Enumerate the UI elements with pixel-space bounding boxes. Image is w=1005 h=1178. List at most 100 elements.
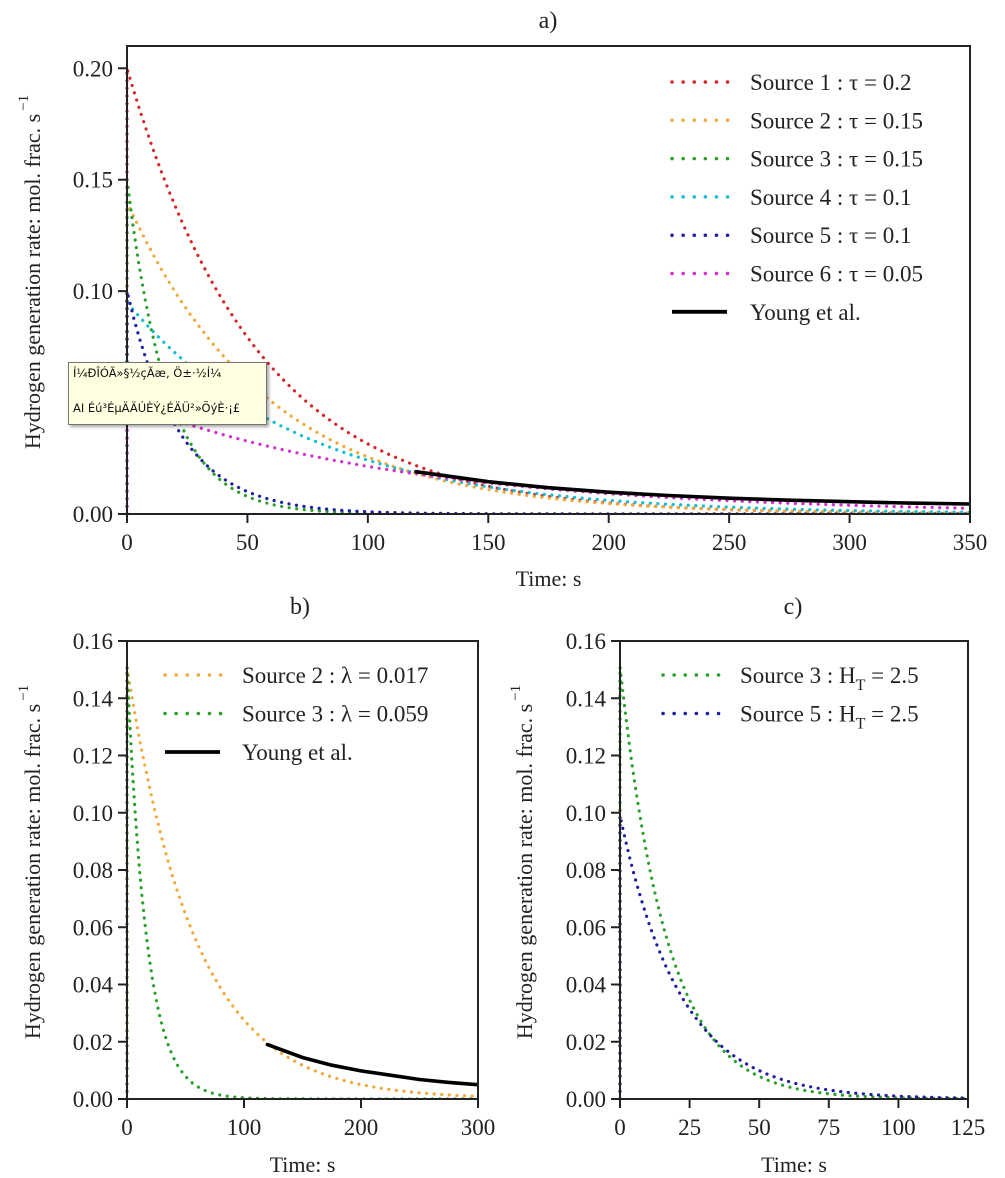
- y-tick-label: 0.04: [566, 973, 607, 998]
- series-line-7: [414, 469, 970, 506]
- y-tick-label: 0.15: [73, 168, 113, 193]
- legend-item: Source 2 : τ = 0.15: [670, 108, 923, 133]
- x-tick-label: 125: [951, 1115, 986, 1140]
- x-tick-label: 50: [236, 530, 259, 555]
- x-tick-label: 300: [461, 1115, 496, 1140]
- y-tick-label: 0.14: [566, 686, 607, 711]
- y-axis-label-superscript: −1: [508, 685, 524, 701]
- legend-label: Source 3 : HT = 2.5: [740, 663, 919, 694]
- series-line-2: [618, 815, 968, 1099]
- series-line-4: [125, 297, 970, 514]
- series-line-1: [125, 666, 478, 1099]
- y-tick-label: 0.00: [566, 1087, 606, 1112]
- x-axis-label: Time: s: [516, 566, 582, 591]
- legend-label: Source 2 : λ = 0.017: [242, 663, 428, 688]
- x-tick-label: 0: [614, 1115, 626, 1140]
- y-axis-label-main: Hydrogen generation rate: mol. frac. s: [512, 704, 537, 1039]
- x-tick-label: 0: [121, 1115, 133, 1140]
- legend-item: Source 5 : τ = 0.1: [670, 223, 911, 248]
- y-tick-label: 0.14: [73, 686, 114, 711]
- legend-item: Source 3 : λ = 0.059: [163, 702, 428, 727]
- y-axis-label: Hydrogen generation rate: mol. frac. s −1: [16, 685, 45, 1039]
- y-tick-label: 0.08: [73, 858, 113, 883]
- x-tick-label: 200: [344, 1115, 379, 1140]
- legend: Source 3 : HT = 2.5 Source 5 : HT = 2.5: [661, 663, 919, 733]
- y-axis-label: Hydrogen generation rate: mol. frac. s −1: [16, 95, 45, 449]
- legend-label: Source 3 : τ = 0.15: [750, 147, 923, 172]
- x-tick-label: 75: [817, 1115, 840, 1140]
- y-tick-label: 0.10: [566, 801, 606, 826]
- legend-label: Source 5 : HT = 2.5: [740, 702, 919, 733]
- tooltip-line-2: AI Éú³ÉµÄÄÚÈÝ¿ÉÄÜ²»ÕýÈ·¡£: [73, 401, 241, 415]
- x-axis-label: Time: s: [270, 1152, 336, 1177]
- tooltip-line-1: Í¼ÐÎÓÃ»§½çÃæ, Ö±·½Í¼: [73, 366, 222, 380]
- legend-label: Young et al.: [750, 300, 861, 325]
- y-axis-label-superscript: −1: [16, 95, 32, 111]
- panel-a: a)0501001502002503003500.000.050.100.150…: [16, 8, 987, 591]
- y-axis-label: Hydrogen generation rate: mol. frac. s −1: [508, 685, 537, 1039]
- y-tick-label: 0.00: [73, 1087, 113, 1112]
- legend-label: Source 5 : τ = 0.1: [750, 223, 911, 248]
- y-tick-label: 0.12: [73, 744, 113, 769]
- x-tick-label: 300: [832, 530, 867, 555]
- panel-c: c) 0 25 50 75 100 125 0.00 0.02 0.04 0.06 0.08 0.10 0…: [508, 594, 985, 1177]
- x-tick-label: 100: [227, 1115, 262, 1140]
- y-tick-label: 0.12: [566, 744, 606, 769]
- legend-item: Source 6 : τ = 0.05: [670, 262, 923, 287]
- legend-label: Source 3 : λ = 0.059: [242, 702, 428, 727]
- y-tick-label: 0.10: [73, 279, 113, 304]
- legend-item: Source 5 : HT = 2.5: [661, 702, 919, 733]
- y-tick-label: 0.06: [566, 915, 606, 940]
- legend-label: Young et al.: [242, 740, 353, 765]
- y-tick-label: 0.16: [73, 629, 113, 654]
- series-line-2: [125, 666, 478, 1099]
- legend-label: Source 1 : τ = 0.2: [750, 70, 911, 95]
- legend-item: Young et al.: [165, 740, 353, 765]
- series-line-2: [125, 201, 970, 514]
- y-tick-label: 0.10: [73, 801, 113, 826]
- x-tick-label: 150: [471, 530, 506, 555]
- y-tick-label: 0.06: [73, 915, 113, 940]
- legend-label: Source 6 : τ = 0.05: [750, 262, 923, 287]
- plot-frame: [126, 45, 971, 515]
- legend-item: Source 2 : λ = 0.017: [163, 663, 428, 688]
- x-tick-label: 100: [881, 1115, 916, 1140]
- x-axis-label: Time: s: [761, 1152, 827, 1177]
- y-tick-label: 0.02: [566, 1030, 606, 1055]
- y-tick-label: 0.00: [73, 502, 113, 527]
- x-tick-label: 25: [678, 1115, 701, 1140]
- panel-title: a): [539, 8, 558, 34]
- legend-item: Source 4 : τ = 0.1: [670, 185, 911, 210]
- legend: Source 1 : τ = 0.2 Source 2 : τ = 0.15 Sou…: [670, 70, 923, 325]
- tooltip: Í¼ÐÎÓÃ»§½çÃæ, Ö±·½Í¼ AI Éú³ÉµÄÄÚÈÝ¿ÉÄÜ²»…: [68, 362, 267, 425]
- series-group: [618, 666, 968, 1099]
- series-line-1: [618, 666, 968, 1099]
- y-tick-label: 0.02: [73, 1030, 113, 1055]
- x-tick-label: 250: [712, 530, 747, 555]
- y-tick-label: 0.16: [566, 629, 606, 654]
- series-group: [125, 67, 970, 514]
- y-tick-label: 0.20: [73, 56, 113, 81]
- x-tick-label: 350: [953, 530, 988, 555]
- x-tick-label: 0: [121, 530, 133, 555]
- x-tick-label: 50: [748, 1115, 771, 1140]
- panel-title: b): [290, 594, 310, 620]
- legend-item: Source 3 : HT = 2.5: [661, 663, 919, 694]
- series-group: [125, 666, 478, 1099]
- y-tick-label: 0.04: [73, 973, 114, 998]
- legend-label: Source 2 : τ = 0.15: [750, 108, 923, 133]
- series-line-1: [125, 67, 970, 514]
- y-tick-label: 0.08: [566, 858, 606, 883]
- x-tick-label: 200: [591, 530, 626, 555]
- y-axis-label-main: Hydrogen generation rate: mol. frac. s: [20, 704, 45, 1039]
- panel-b: b) 0 100 200 300 0.00 0.02 0.04 0.06 0.08 0.10 0.12…: [16, 594, 495, 1177]
- legend-label: Source 4 : τ = 0.1: [750, 185, 911, 210]
- x-tick-label: 100: [351, 530, 386, 555]
- legend-item: Source 1 : τ = 0.2: [670, 70, 911, 95]
- panel-title: c): [784, 594, 803, 620]
- series-line-3: [265, 1042, 478, 1087]
- legend-item: Young et al.: [672, 300, 861, 325]
- legend: Source 2 : λ = 0.017 Source 3 : λ = 0.059…: [163, 663, 428, 765]
- y-axis-label-superscript: −1: [16, 685, 32, 701]
